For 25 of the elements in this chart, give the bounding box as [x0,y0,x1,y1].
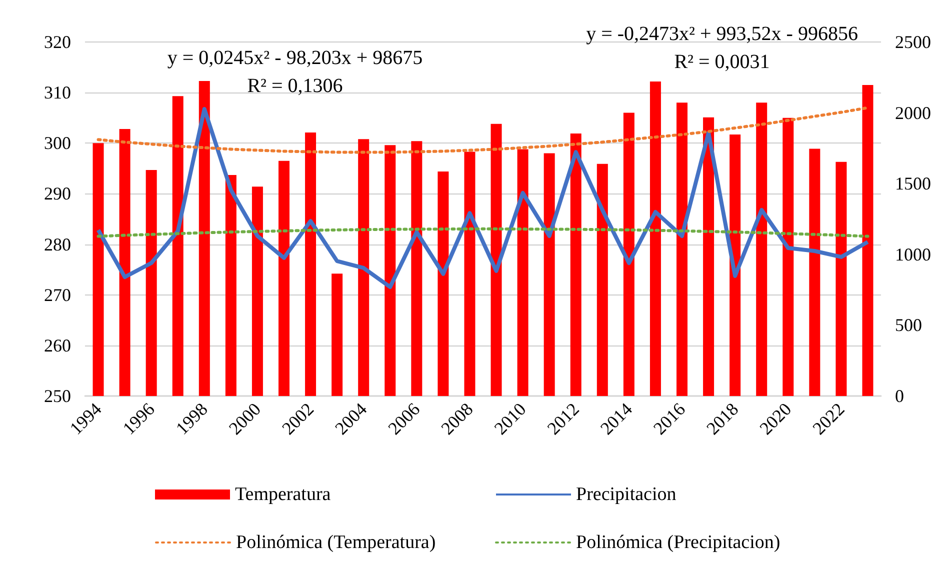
y2-tick-label: 1000 [895,244,931,264]
annotation: R² = 0,0031 [674,51,770,73]
line-series [96,106,870,154]
annotation: R² = 0,1306 [247,75,343,97]
annotation: y = -0,2473x² + 993,52x - 996856 [586,23,858,45]
annotation: y = 0,0245x² - 98,203x + 98675 [167,47,423,69]
legend-label: Temperatura [235,484,332,505]
line-series [96,227,870,238]
y-tick-label: 260 [44,335,71,356]
y-tick-label: 250 [44,386,71,406]
y2-tick-label: 1500 [895,174,931,194]
y-tick-label: 280 [44,234,71,254]
y-tick-label: 300 [44,133,71,154]
y-tick-label: 320 [44,32,71,52]
legend-label: Polinómica (Temperatura) [236,532,436,553]
y-tick-label: 270 [44,284,71,305]
legend-label: Polinómica (Precipitacion) [576,532,780,553]
line-series [96,106,870,289]
y-tick-label: 290 [44,184,71,204]
legend-label: Precipitacion [576,484,677,505]
y2-tick-label: 0 [895,386,904,406]
y-tick-label: 310 [44,82,71,103]
y2-tick-label: 2500 [895,32,931,52]
y2-tick-label: 500 [895,315,922,336]
y2-tick-label: 2000 [895,102,931,123]
